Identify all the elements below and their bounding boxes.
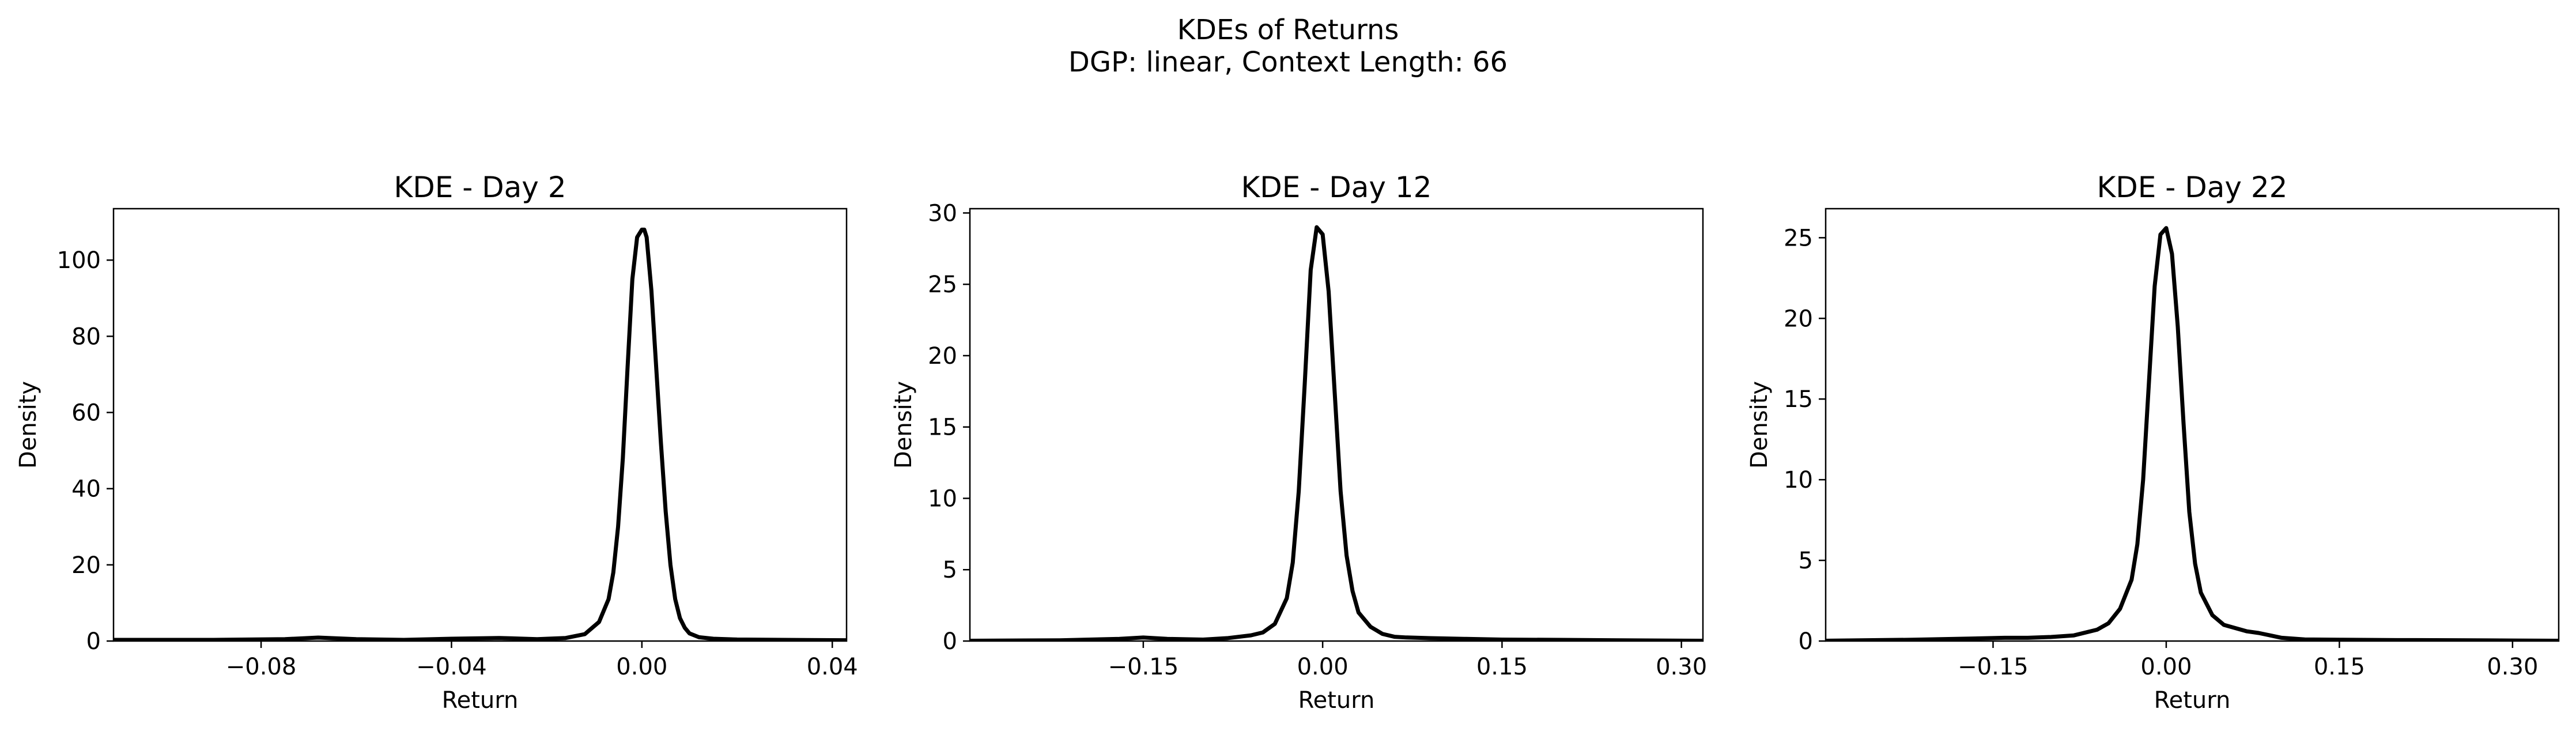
x-tick-label: −0.04	[416, 654, 487, 680]
y-tick-label: 80	[71, 323, 101, 350]
kde-line	[970, 225, 1703, 641]
y-tick-label: 100	[57, 247, 101, 274]
x-tick-label: 0.15	[1476, 654, 1528, 680]
figure-title: KDEs of Returns	[1177, 14, 1399, 46]
chart-title: KDE - Day 12	[1241, 171, 1432, 204]
kde-line	[1826, 226, 2559, 641]
y-tick-label: 15	[928, 414, 957, 441]
x-tick-label: −0.15	[1108, 654, 1179, 680]
x-tick-label: 0.30	[2487, 654, 2538, 680]
y-axis-label: Density	[890, 381, 917, 469]
x-tick-label: 0.00	[616, 654, 667, 680]
x-tick-label: 0.00	[2140, 654, 2192, 680]
y-tick-label: 60	[71, 400, 101, 427]
y-tick-label: 15	[1784, 386, 1813, 413]
x-tick-label: −0.08	[226, 654, 297, 680]
y-tick-label: 5	[943, 557, 957, 583]
chart-title: KDE - Day 2	[394, 171, 566, 204]
y-axis-label: Density	[1746, 381, 1773, 469]
y-tick-label: 25	[1784, 225, 1813, 251]
chart-panel-1: KDE - Day 2 −0.08 −0.04 0.00 0.04 0 20 40 60 80 10…	[15, 171, 858, 714]
y-tick-label: 20	[1784, 306, 1813, 332]
y-tick-label: 5	[1799, 548, 1813, 574]
x-tick-label: 0.15	[2314, 654, 2365, 680]
x-tick-label: 0.04	[807, 654, 858, 680]
y-tick-label: 0	[1799, 628, 1813, 655]
y-tick-label: 20	[71, 552, 101, 579]
y-tick-label: 10	[1784, 467, 1813, 493]
y-tick-label: 0	[943, 628, 957, 655]
x-tick-label: −0.15	[1958, 654, 2029, 680]
chart-panel-2: KDE - Day 12 −0.15 0.00 0.15 0.30 0 5 10 15 20 25 3…	[890, 171, 1707, 714]
axes-frame	[112, 208, 848, 642]
y-axis-label: Density	[15, 381, 41, 469]
axes-frame	[1825, 208, 2560, 642]
axes-frame	[969, 208, 1704, 642]
figure-subtitle: DGP: linear, Context Length: 66	[1068, 46, 1508, 78]
x-tick-label: 0.00	[1297, 654, 1349, 680]
y-tick-label: 40	[71, 476, 101, 503]
chart-panel-3: KDE - Day 22 −0.15 0.00 0.15 0.30 0 5 10 15 20 25 R…	[1746, 171, 2560, 714]
kde-line	[114, 227, 847, 641]
y-tick-label: 10	[928, 485, 957, 512]
x-tick-label: 0.30	[1656, 654, 1707, 680]
y-tick-label: 30	[928, 200, 957, 227]
x-axis-label: Return	[442, 687, 519, 714]
chart-title: KDE - Day 22	[2097, 171, 2288, 204]
y-tick-label: 20	[928, 343, 957, 370]
x-axis-label: Return	[1298, 687, 1375, 714]
x-axis-label: Return	[2154, 687, 2231, 714]
y-tick-label: 25	[928, 272, 957, 298]
y-tick-label: 0	[86, 628, 101, 655]
